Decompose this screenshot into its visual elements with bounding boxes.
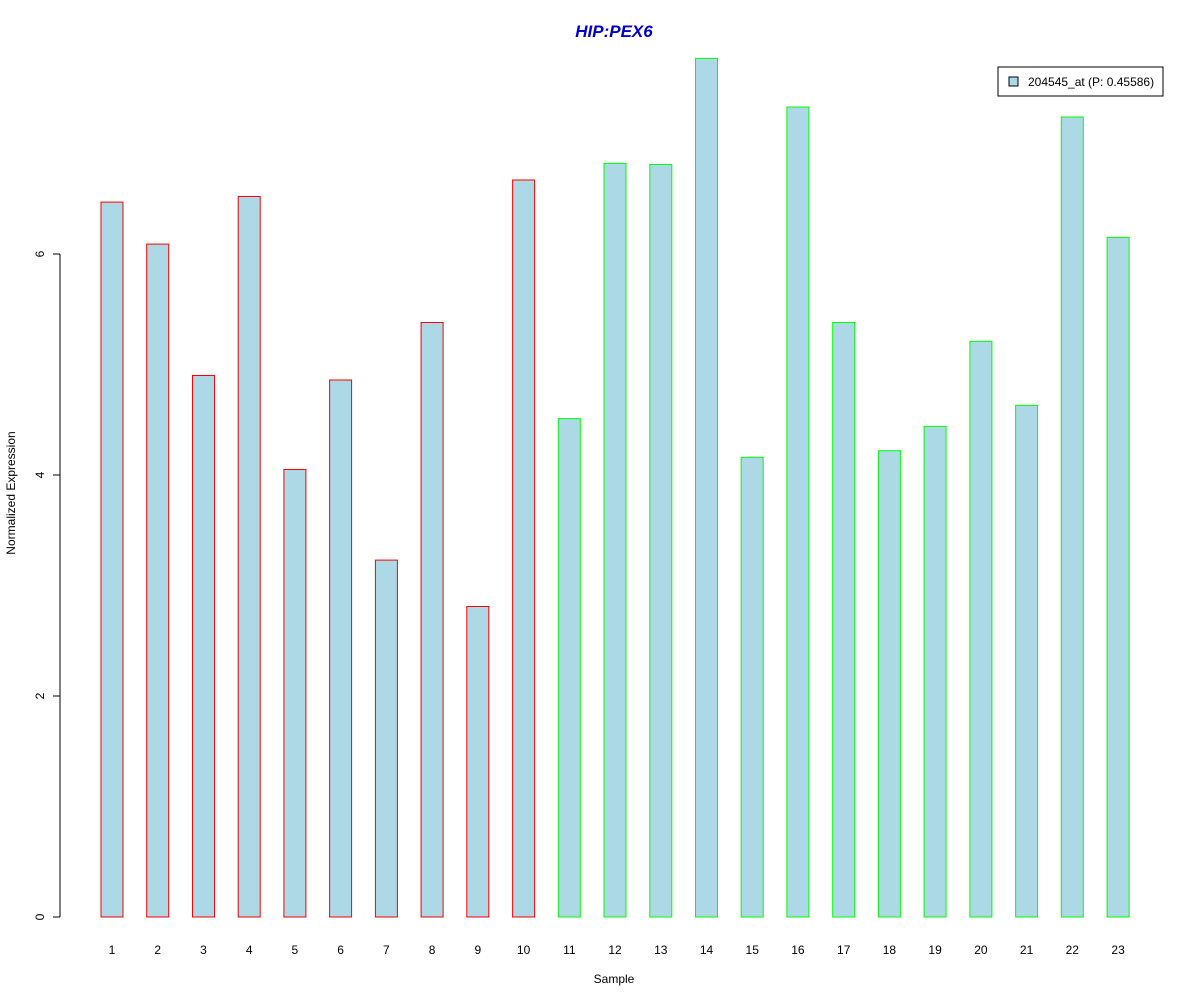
x-tick-label: 14: [700, 943, 714, 957]
x-tick-label: 16: [791, 943, 805, 957]
x-tick-label: 2: [154, 943, 161, 957]
x-tick-label: 5: [292, 943, 299, 957]
bar-sample-8: [420, 322, 444, 918]
bar-sample-23: [1106, 236, 1130, 918]
y-tick-label: 6: [33, 250, 47, 257]
bar-sample-3: [192, 375, 215, 918]
y-tick-label: 4: [33, 471, 47, 478]
x-axis-title: Sample: [594, 972, 635, 986]
x-tick-label: 23: [1111, 943, 1125, 957]
bar-sample-17: [832, 322, 856, 918]
x-tick-label: 17: [837, 943, 851, 957]
legend-label: 204545_at (P: 0.45586): [1028, 75, 1154, 89]
x-tick-label: 1: [109, 943, 116, 957]
x-tick-label: 7: [383, 943, 390, 957]
bar-sample-2: [146, 243, 170, 918]
x-tick-label: 9: [474, 943, 481, 957]
bar-sample-4: [237, 196, 261, 918]
bar-sample-9: [466, 606, 490, 918]
x-tick-label: 8: [429, 943, 436, 957]
legend-box: [997, 66, 1164, 97]
bar-sample-16: [786, 106, 810, 918]
bar-sample-12: [603, 162, 627, 918]
x-tick-label: 15: [746, 943, 760, 957]
x-tick-label: 20: [974, 943, 988, 957]
y-tick-label: 2: [33, 692, 47, 699]
bar-sample-20: [969, 340, 993, 918]
legend-swatch: [1008, 76, 1019, 87]
x-tick-labels: 1 2 3 4 5 6 7 8 9 10 11 12 13 14 15 16 17 18 19 20 21 22 23: [109, 943, 1125, 957]
x-tick-label: 13: [654, 943, 668, 957]
x-tick-label: 4: [246, 943, 253, 957]
bar-sample-10: [512, 179, 536, 918]
bar-sample-22: [1060, 116, 1084, 918]
chart-title: HIP:PEX6: [575, 22, 653, 41]
x-tick-label: 11: [563, 943, 576, 957]
bar-sample-6: [329, 379, 353, 918]
bar-sample-1: [100, 201, 124, 918]
x-tick-label: 22: [1066, 943, 1080, 957]
x-tick-label: 10: [517, 943, 531, 957]
bar-sample-18: [877, 450, 901, 918]
legend: 204545_at (P: 0.45586): [997, 66, 1164, 97]
x-tick-label: 18: [883, 943, 897, 957]
bar-sample-15: [740, 456, 764, 918]
y-axis-title: Normalized Expression: [4, 431, 18, 554]
bar-sample-5: [283, 469, 307, 918]
bar-sample-14: [695, 57, 718, 918]
bar-sample-11: [557, 418, 581, 918]
bar-sample-21: [1015, 404, 1039, 918]
x-tick-label: 21: [1020, 943, 1034, 957]
x-tick-label: 3: [200, 943, 207, 957]
x-tick-label: 19: [928, 943, 942, 957]
x-tick-label: 6: [337, 943, 344, 957]
y-tick-label: 0: [33, 913, 47, 920]
bar-sample-13: [649, 164, 673, 918]
bars-group: [100, 57, 1130, 918]
y-axis: 0 2 4 6: [33, 250, 61, 920]
bar-sample-19: [923, 425, 947, 918]
bar-sample-7: [374, 559, 398, 918]
x-tick-label: 12: [608, 943, 622, 957]
